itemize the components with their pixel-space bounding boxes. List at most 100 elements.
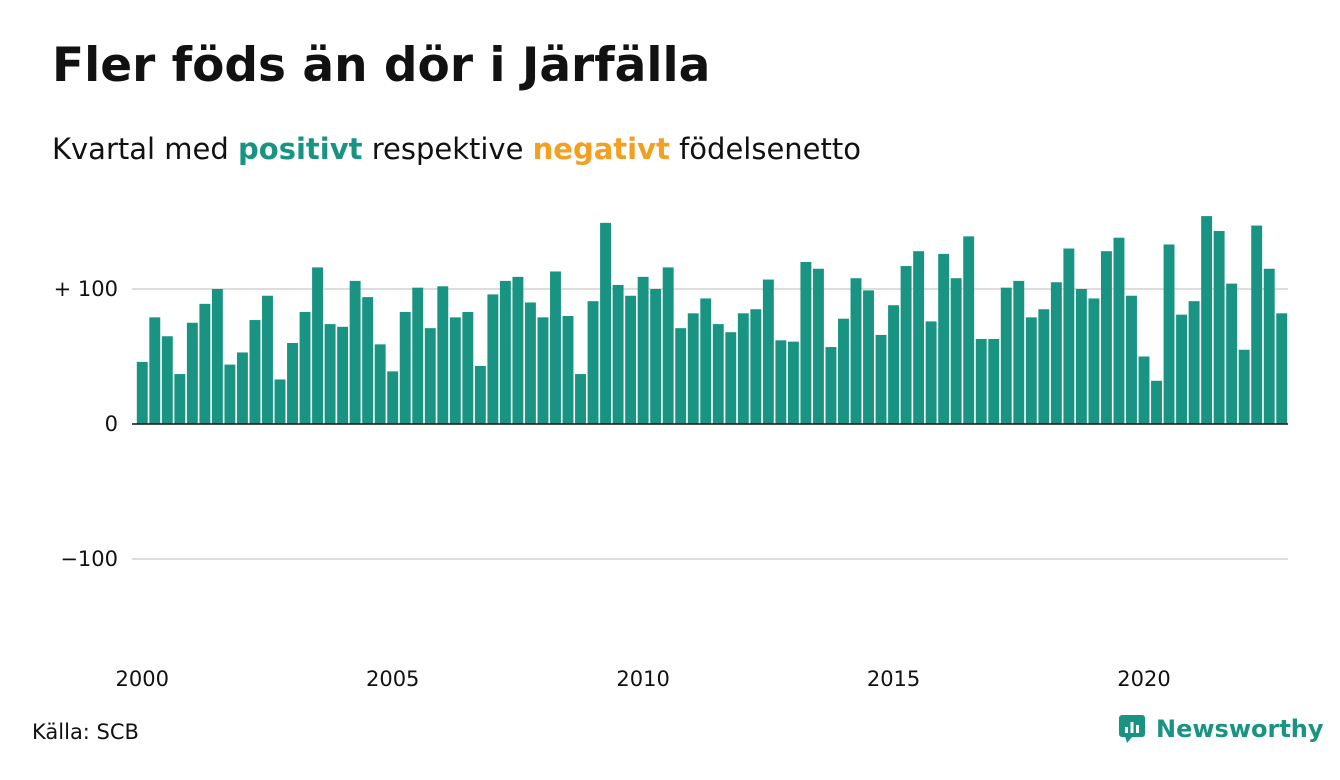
bar xyxy=(1276,313,1288,424)
y-tick-label: 0 xyxy=(105,412,118,436)
bar xyxy=(950,278,962,424)
bar xyxy=(262,295,273,424)
bar xyxy=(650,289,662,424)
subtitle-positive-word: positivt xyxy=(238,132,363,166)
bar xyxy=(1050,282,1062,424)
bar xyxy=(700,298,712,424)
bar xyxy=(1201,216,1213,424)
bar xyxy=(762,279,774,424)
bar xyxy=(1013,280,1025,424)
bar xyxy=(1176,314,1188,424)
bar xyxy=(938,253,950,424)
bar xyxy=(1113,237,1125,424)
bar xyxy=(1075,289,1087,424)
bar xyxy=(374,344,386,424)
bar xyxy=(274,379,286,424)
x-tick-label: 2020 xyxy=(1117,667,1170,691)
bar xyxy=(1263,268,1275,424)
bar xyxy=(1088,298,1100,424)
bar xyxy=(136,361,148,424)
bar xyxy=(324,324,336,424)
bar xyxy=(249,320,261,424)
bar xyxy=(537,317,549,424)
bar xyxy=(211,289,223,424)
bar xyxy=(1063,248,1075,424)
bar xyxy=(412,287,424,424)
bar xyxy=(524,302,536,424)
bar xyxy=(1138,356,1150,424)
bar xyxy=(625,295,637,424)
bar xyxy=(387,371,399,424)
bar xyxy=(963,236,975,424)
bar xyxy=(975,338,987,424)
y-tick-label: −100 xyxy=(60,547,118,571)
bar xyxy=(838,318,849,424)
bar xyxy=(575,374,586,424)
bar xyxy=(612,284,624,424)
bar xyxy=(362,297,374,424)
bar xyxy=(562,316,574,424)
bar xyxy=(399,311,411,424)
bar xyxy=(1038,309,1050,424)
bar xyxy=(424,328,436,424)
bar-chart: + 100 0 −100 2000 2005 2010 2015 2020 xyxy=(54,216,1288,691)
bar xyxy=(988,338,1000,424)
bar xyxy=(224,364,236,424)
source-note: Källa: SCB xyxy=(32,720,139,744)
y-tick-label: + 100 xyxy=(54,277,118,301)
bar xyxy=(825,347,837,424)
bar xyxy=(1188,301,1200,424)
bar xyxy=(1163,244,1175,424)
bar xyxy=(236,352,248,424)
bar xyxy=(487,294,499,424)
bar xyxy=(199,303,211,424)
chart-subtitle: Kvartal med positivt respektive negativt… xyxy=(52,132,861,166)
bar xyxy=(449,317,461,424)
bar xyxy=(675,328,687,424)
newsworthy-logo-text: Newsworthy xyxy=(1156,715,1324,743)
newsworthy-logo-icon xyxy=(1119,715,1145,743)
bar xyxy=(462,311,474,424)
bar xyxy=(174,374,186,424)
bar xyxy=(737,313,749,424)
chart-title: Fler föds än dör i Järfälla xyxy=(52,38,711,93)
bar xyxy=(1251,225,1263,424)
bar xyxy=(1226,283,1238,424)
newsworthy-logo: Newsworthy xyxy=(1118,714,1324,744)
bar xyxy=(512,276,524,424)
bar xyxy=(800,262,812,424)
bar xyxy=(925,321,937,424)
bar xyxy=(637,276,649,424)
bar xyxy=(1213,230,1225,424)
bar xyxy=(312,267,324,424)
bar xyxy=(900,266,912,424)
bar xyxy=(1151,380,1162,424)
bar xyxy=(474,365,486,424)
bar xyxy=(1238,349,1250,424)
bar xyxy=(787,341,799,424)
bar xyxy=(161,336,173,424)
bar xyxy=(287,343,298,424)
bar xyxy=(1126,295,1137,424)
bar xyxy=(149,317,161,424)
bar xyxy=(888,305,900,424)
bar xyxy=(725,332,737,424)
subtitle-suffix: födelsenetto xyxy=(669,132,861,166)
bar xyxy=(750,309,762,424)
bar xyxy=(913,251,925,424)
bar xyxy=(1100,251,1112,424)
subtitle-middle: respektive xyxy=(362,132,533,166)
bar xyxy=(186,322,198,424)
bar xyxy=(812,268,824,424)
bar xyxy=(499,280,511,424)
x-tick-label: 2010 xyxy=(616,667,669,691)
bar xyxy=(850,278,862,424)
bar xyxy=(875,334,887,424)
bar xyxy=(712,324,724,424)
bar xyxy=(775,340,787,424)
bar xyxy=(1000,287,1012,424)
bar xyxy=(550,271,561,424)
x-tick-label: 2015 xyxy=(867,667,920,691)
subtitle-prefix: Kvartal med xyxy=(52,132,239,166)
bar xyxy=(337,326,349,424)
